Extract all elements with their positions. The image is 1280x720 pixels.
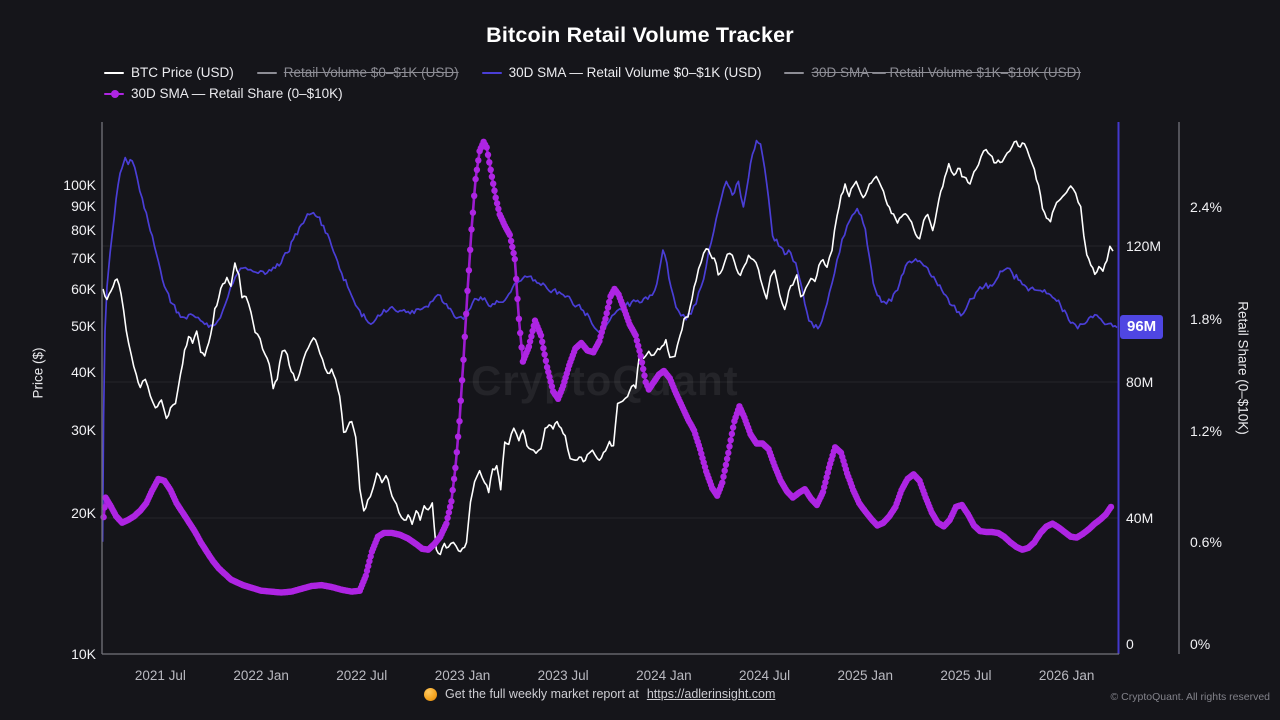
legend-item-label: BTC Price (USD) — [131, 65, 234, 80]
footer: Get the full weekly market report at htt… — [424, 687, 775, 701]
legend-row-2: 30D SMA — Retail Share (0–$10K) — [104, 83, 1224, 104]
legend-item-label: 30D SMA — Retail Share (0–$10K) — [131, 86, 343, 101]
legend-item-4[interactable]: 30D SMA — Retail Volume $1K–$10K (USD) — [784, 65, 1081, 80]
legend-line-icon — [784, 68, 805, 78]
legend: BTC Price (USD) Retail Volume $0–$1K (USD… — [104, 62, 1224, 104]
chart-title: Bitcoin Retail Volume Tracker — [486, 23, 794, 47]
legend-item-label: Retail Volume $0–$1K (USD) — [283, 65, 459, 80]
legend-item-2[interactable]: Retail Volume $0–$1K (USD) — [256, 65, 459, 80]
legend-line-icon — [256, 68, 277, 78]
series-btc-price-line — [102, 140, 1114, 556]
legend-item-3[interactable]: 30D SMA — Retail Volume $0–$1K (USD) — [481, 65, 762, 80]
legend-line-icon — [104, 68, 124, 78]
price-axis-title: Price ($) — [30, 347, 46, 399]
legend-item-label: 30D SMA — Retail Volume $1K–$10K (USD) — [811, 65, 1081, 80]
legend-row-1: BTC Price (USD) Retail Volume $0–$1K (USD… — [104, 62, 1224, 83]
legend-line-icon — [104, 89, 124, 99]
footer-text: Get the full weekly market report at — [445, 687, 639, 701]
plot-area[interactable] — [102, 122, 1118, 654]
legend-line-icon — [481, 68, 502, 78]
series-retail-share-markers — [100, 138, 1115, 596]
copyright: © CryptoQuant. All rights reserved — [1110, 691, 1270, 703]
footer-link[interactable]: https://adlerinsight.com — [646, 687, 776, 701]
legend-item-label: 30D SMA — Retail Volume $0–$1K (USD) — [508, 65, 762, 80]
current-volume-badge: 96M — [1120, 314, 1164, 339]
orange-dot-icon — [424, 687, 437, 701]
legend-item-5[interactable]: 30D SMA — Retail Share (0–$10K) — [104, 86, 343, 101]
share-axis-title: Retail Share (0–$10K) — [1235, 301, 1251, 435]
legend-item-1[interactable]: BTC Price (USD) — [104, 65, 234, 80]
watermark: CryptoQuant — [471, 357, 739, 405]
